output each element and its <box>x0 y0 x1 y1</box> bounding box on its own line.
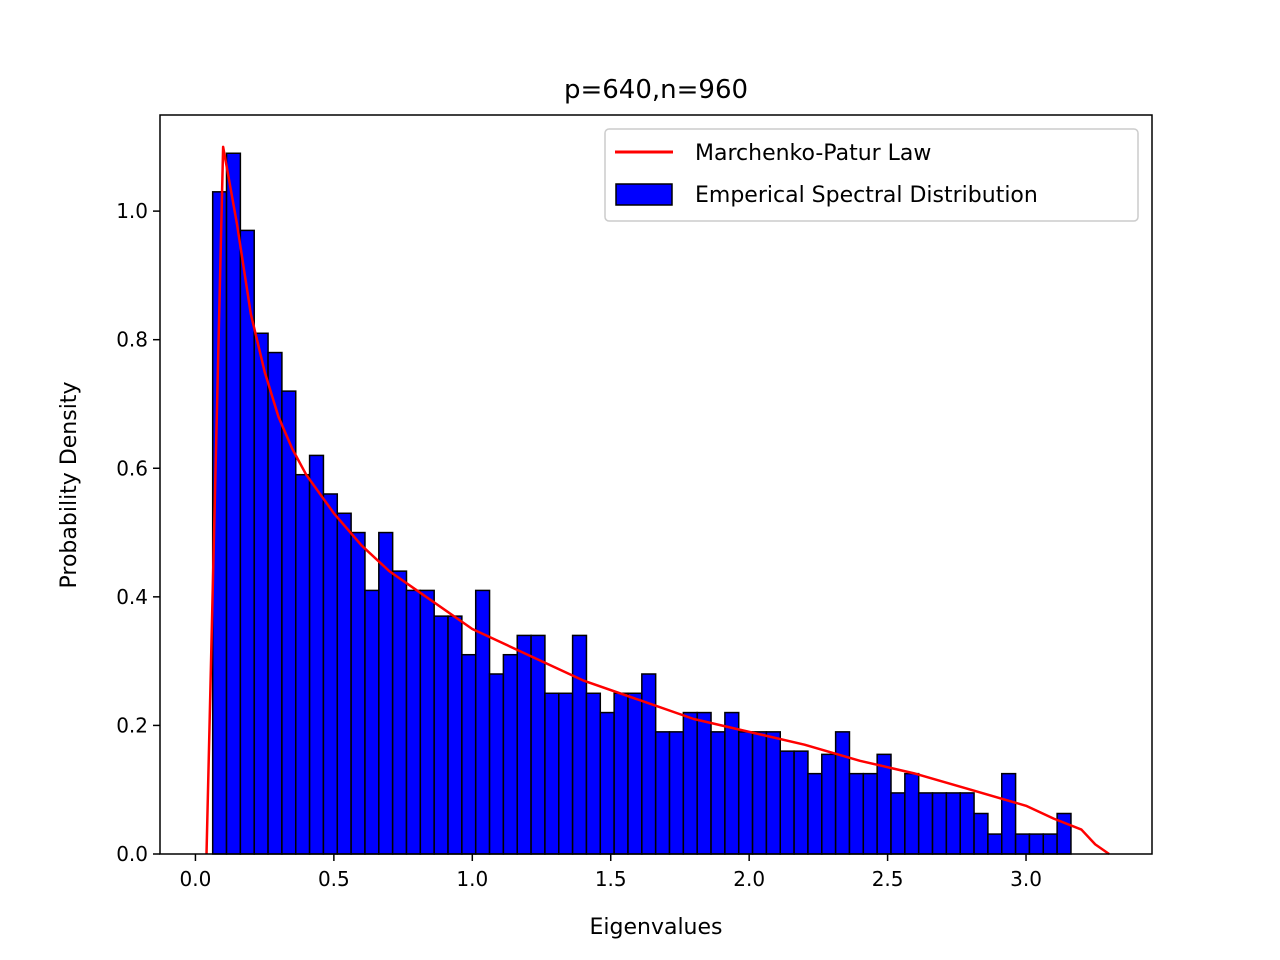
histogram-bar <box>294 473 311 855</box>
legend-label-bar: Emperical Spectral Distribution <box>695 183 1038 208</box>
histogram-bar <box>654 731 671 855</box>
histogram-bar <box>364 589 380 855</box>
x-tick-label: 2.5 <box>872 867 904 891</box>
chart-title: p=640,n=960 <box>564 75 748 105</box>
histogram-bar <box>267 351 283 855</box>
histogram-bar <box>737 731 754 855</box>
histogram-bar <box>461 653 477 855</box>
histogram-bar <box>710 731 726 855</box>
y-tick-label: 0.6 <box>116 456 148 480</box>
histogram-bar <box>322 493 339 855</box>
histogram-bar <box>599 711 615 855</box>
histogram-bar <box>336 512 352 855</box>
histogram-bar <box>627 692 643 855</box>
x-axis-ticks: 0.0 0.5 1.0 1.5 2.0 2.5 3.0 <box>180 854 1042 891</box>
histogram-bar <box>987 833 1003 855</box>
x-tick-label: 1.0 <box>456 867 488 891</box>
histogram-bar <box>447 615 463 855</box>
histogram-bar <box>751 731 768 855</box>
histogram-bar <box>253 332 269 855</box>
legend-box <box>604 128 1139 222</box>
x-tick-label: 1.5 <box>595 867 627 891</box>
histogram-bar <box>668 731 685 855</box>
histogram-bar <box>834 731 851 855</box>
y-tick-label: 0.0 <box>116 842 148 866</box>
histogram-bar <box>724 711 740 855</box>
histogram-bar <box>1014 833 1031 855</box>
histogram-bar <box>474 589 491 855</box>
histogram-bar <box>558 692 574 855</box>
plot-frame <box>159 114 1153 855</box>
mp-curve-group <box>205 145 1110 856</box>
histogram-bar <box>682 711 698 855</box>
mp-law-line <box>205 145 1110 856</box>
legend: Marchenko-Patur Law Emperical Spectral D… <box>604 128 1139 222</box>
histogram-bar <box>1028 833 1045 855</box>
histogram-bar <box>391 570 408 855</box>
histogram-bar <box>973 812 989 855</box>
histogram-bar <box>890 792 906 855</box>
y-tick-label: 0.8 <box>116 328 148 352</box>
histogram-bar <box>904 772 920 855</box>
y-tick-label: 0.4 <box>116 585 148 609</box>
histogram-bar <box>585 692 602 855</box>
histogram-bar <box>848 772 865 855</box>
histogram-bar <box>281 390 297 855</box>
histogram-bar <box>308 454 325 855</box>
histogram-bar <box>613 692 629 855</box>
histogram-bar <box>931 792 948 855</box>
histogram-bar <box>419 589 435 855</box>
x-axis-label: Eigenvalues <box>589 915 722 940</box>
histogram-bar <box>530 634 546 855</box>
histogram-bar <box>876 753 892 855</box>
histogram-bar <box>433 615 449 855</box>
x-tick-label: 0.0 <box>180 867 212 891</box>
histogram-bar <box>488 673 505 855</box>
x-tick-label: 0.5 <box>318 867 350 891</box>
histogram-bar <box>1042 833 1058 855</box>
legend-swatch-bar <box>615 183 673 206</box>
x-tick-label: 2.0 <box>733 867 765 891</box>
histogram-bars <box>211 152 1072 855</box>
y-axis-label: Probability Density <box>57 382 82 589</box>
histogram-bar <box>807 772 823 855</box>
histogram-bar <box>225 152 242 855</box>
histogram-bar <box>350 531 366 855</box>
y-axis-ticks: 0.0 0.2 0.4 0.6 0.8 1.0 <box>116 199 160 866</box>
histogram-bar <box>765 731 782 855</box>
y-tick-label: 1.0 <box>116 199 148 223</box>
histogram-bar <box>1000 772 1017 855</box>
legend-label-line: Marchenko-Patur Law <box>695 141 931 166</box>
histogram-bar <box>821 753 837 855</box>
histogram-bar <box>544 692 560 855</box>
histogram-bar <box>405 589 422 855</box>
histogram-bar <box>945 792 961 855</box>
histogram-bar <box>793 750 809 855</box>
histogram-bar <box>502 653 518 855</box>
histogram-bar <box>917 792 934 855</box>
histogram-bar <box>378 531 394 855</box>
y-tick-label: 0.2 <box>116 713 148 737</box>
histogram-bar <box>696 711 712 855</box>
histogram-bar <box>862 772 878 855</box>
histogram-bar <box>516 634 532 855</box>
histogram-bar <box>571 634 588 855</box>
histogram-bar <box>959 792 975 855</box>
x-tick-label: 3.0 <box>1010 867 1042 891</box>
histogram-bar <box>779 750 795 855</box>
